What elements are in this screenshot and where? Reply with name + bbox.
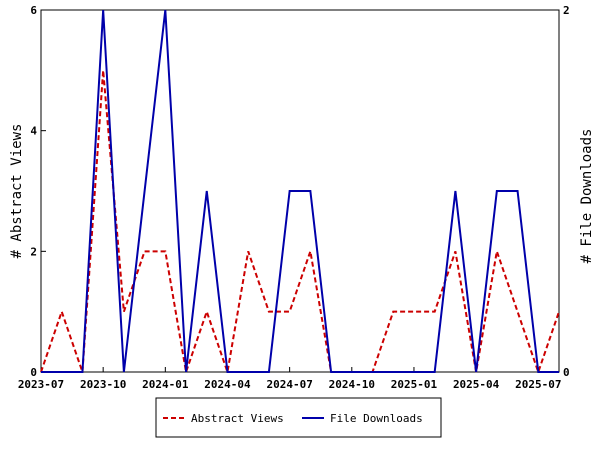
x-tick-label: 2024-01 xyxy=(142,378,189,391)
left-tick-label: 6 xyxy=(30,4,37,17)
x-tick-label: 2025-01 xyxy=(391,378,438,391)
left-tick-label: 0 xyxy=(30,366,37,379)
x-axis-ticks: 2023-07 2023-10 2024-01 2024-04 2024-07 2024-… xyxy=(18,367,561,391)
x-tick-label: 2025-07 xyxy=(515,378,561,391)
x-tick-label: 2025-04 xyxy=(453,378,500,391)
series-line-abstract-views xyxy=(40,70,560,376)
series-layer xyxy=(40,9,560,376)
right-axis-title: # File Downloads xyxy=(579,129,595,264)
series-points-file-downloads xyxy=(40,9,560,373)
legend-box xyxy=(155,397,442,438)
left-tick-label: 2 xyxy=(30,245,37,258)
x-tick-label: 2024-07 xyxy=(266,378,312,391)
left-tick-label: 4 xyxy=(30,125,37,138)
right-tick-label: 2 xyxy=(563,4,570,17)
legend: Abstract Views File Downloads xyxy=(155,397,442,438)
left-axis-title: # Abstract Views xyxy=(9,124,25,259)
legend-label-file-downloads: File Downloads xyxy=(330,412,423,425)
x-tick-label: 2024-10 xyxy=(329,378,375,391)
x-tick-label: 2023-10 xyxy=(80,378,126,391)
right-tick-label: 0 xyxy=(563,366,570,379)
series-line-file-downloads xyxy=(41,9,559,373)
x-tick-label: 2024-04 xyxy=(204,378,251,391)
legend-label-abstract-views: Abstract Views xyxy=(191,412,284,425)
x-tick-label: 2023-07 xyxy=(18,378,64,391)
